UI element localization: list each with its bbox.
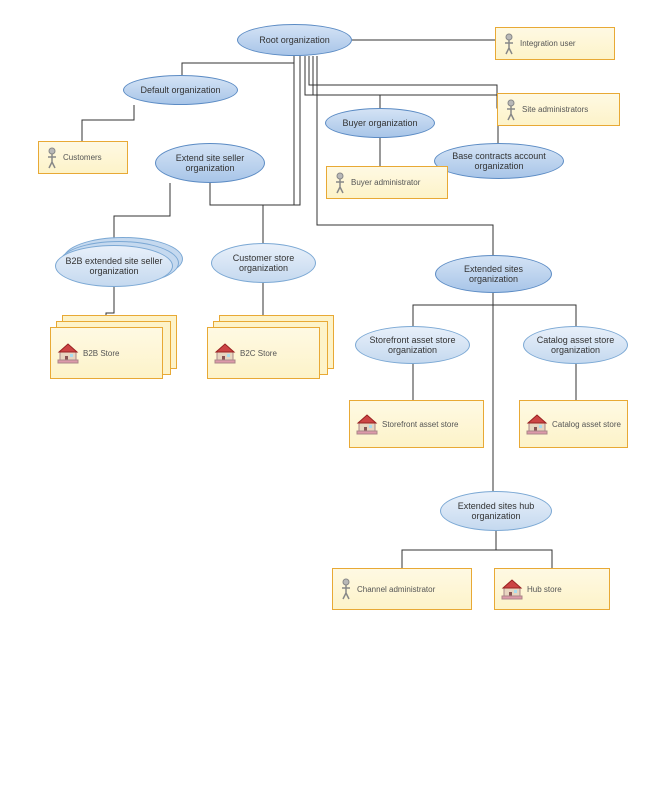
hub_store-node: Hub store <box>494 568 610 610</box>
hub_store-label: Hub store <box>527 585 562 594</box>
b2b_ext-node: B2B extended site seller organization <box>55 245 173 287</box>
default_org-label: Default organization <box>140 85 220 95</box>
default_org-node: Default organization <box>123 75 238 105</box>
root-label: Root organization <box>259 35 330 45</box>
catalog_asset_org-label: Catalog asset store organization <box>528 335 623 355</box>
b2b_store-node: B2B Store <box>50 327 163 379</box>
customer_store_org-label: Customer store organization <box>216 253 311 273</box>
integration_user-label: Integration user <box>520 39 576 48</box>
buyer_org-label: Buyer organization <box>342 118 417 128</box>
storefront_asset_store-node: Storefront asset store <box>349 400 484 448</box>
buyer_admin-node: Buyer administrator <box>326 166 448 199</box>
catalog_asset_org-node: Catalog asset store organization <box>523 326 628 364</box>
extended_sites_org-label: Extended sites organization <box>440 264 547 284</box>
catalog_asset_store-node: Catalog asset store <box>519 400 628 448</box>
ext_sites_hub-label: Extended sites hub organization <box>445 501 547 521</box>
integration_user-node: Integration user <box>495 27 615 60</box>
extend_seller-label: Extend site seller organization <box>160 153 260 173</box>
channel_admin-node: Channel administrator <box>332 568 472 610</box>
base_contracts-node: Base contracts account organization <box>434 143 564 179</box>
customer_store_org-node: Customer store organization <box>211 243 316 283</box>
b2c_store-label: B2C Store <box>240 349 277 358</box>
catalog_asset_store-label: Catalog asset store <box>552 420 621 429</box>
storefront_asset_store-label: Storefront asset store <box>382 420 458 429</box>
buyer_admin-label: Buyer administrator <box>351 178 420 187</box>
b2b_store-label: B2B Store <box>83 349 119 358</box>
root-node: Root organization <box>237 24 352 56</box>
customers-label: Customers <box>63 153 102 162</box>
ext_sites_hub-node: Extended sites hub organization <box>440 491 552 531</box>
b2b_ext-label: B2B extended site seller organization <box>60 256 168 276</box>
storefront_asset_org-label: Storefront asset store organization <box>360 335 465 355</box>
base_contracts-label: Base contracts account organization <box>439 151 559 171</box>
site_admins-label: Site administrators <box>522 105 588 114</box>
site_admins-node: Site administrators <box>497 93 620 126</box>
b2c_store-node: B2C Store <box>207 327 320 379</box>
buyer_org-node: Buyer organization <box>325 108 435 138</box>
channel_admin-label: Channel administrator <box>357 585 435 594</box>
storefront_asset_org-node: Storefront asset store organization <box>355 326 470 364</box>
extend_seller-node: Extend site seller organization <box>155 143 265 183</box>
extended_sites_org-node: Extended sites organization <box>435 255 552 293</box>
customers-node: Customers <box>38 141 128 174</box>
